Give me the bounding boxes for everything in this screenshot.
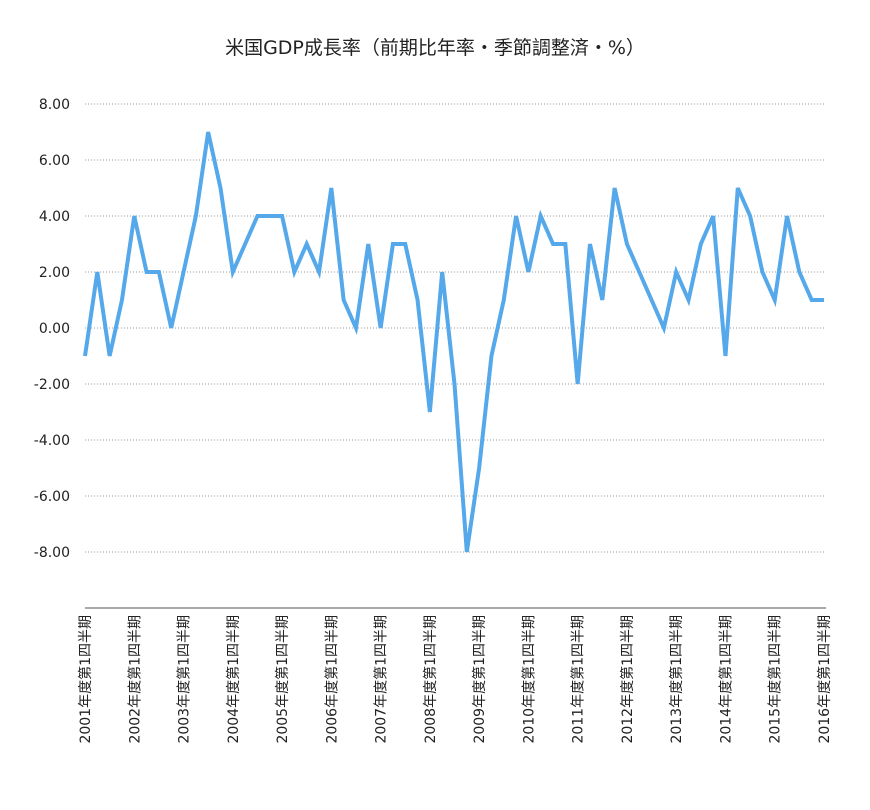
x-tick-label: 2011年度第1四半期 xyxy=(570,615,587,744)
x-tick-label: 2013年度第1四半期 xyxy=(668,615,685,744)
y-tick-label: 2.00 xyxy=(39,265,70,281)
x-tick-label: 2002年度第1四半期 xyxy=(126,615,143,744)
y-tick-label: 4.00 xyxy=(39,209,70,225)
chart-title: 米国GDP成長率（前期比年率・季節調整済・%） xyxy=(225,37,645,59)
y-tick-label: -8.00 xyxy=(34,545,70,561)
x-tick-label: 2016年度第1四半期 xyxy=(816,615,833,744)
x-tick-label: 2015年度第1四半期 xyxy=(767,615,784,744)
data-line xyxy=(83,131,824,553)
x-tick-label: 2009年度第1四半期 xyxy=(471,615,488,744)
x-tick-label: 2004年度第1四半期 xyxy=(225,615,242,744)
x-tick-label: 2001年度第1四半期 xyxy=(77,615,94,744)
y-tick-label: 6.00 xyxy=(39,153,70,169)
y-tick-label: 8.00 xyxy=(39,97,70,113)
y-tick-label: -4.00 xyxy=(34,433,70,449)
x-tick-label: 2012年度第1四半期 xyxy=(619,615,636,744)
y-tick-label: 0.00 xyxy=(39,321,70,337)
x-tick-label: 2005年度第1四半期 xyxy=(274,615,291,744)
y-tick-label: -6.00 xyxy=(34,489,70,505)
x-tick-label: 2014年度第1四半期 xyxy=(717,615,734,744)
x-tick-label: 2007年度第1四半期 xyxy=(373,615,390,744)
x-tick-label: 2003年度第1四半期 xyxy=(176,615,193,744)
x-tick-label: 2006年度第1四半期 xyxy=(323,615,340,744)
x-tick-label: 2010年度第1四半期 xyxy=(520,615,537,744)
x-tick-label: 2008年度第1四半期 xyxy=(422,615,439,744)
y-tick-label: -2.00 xyxy=(34,377,70,393)
